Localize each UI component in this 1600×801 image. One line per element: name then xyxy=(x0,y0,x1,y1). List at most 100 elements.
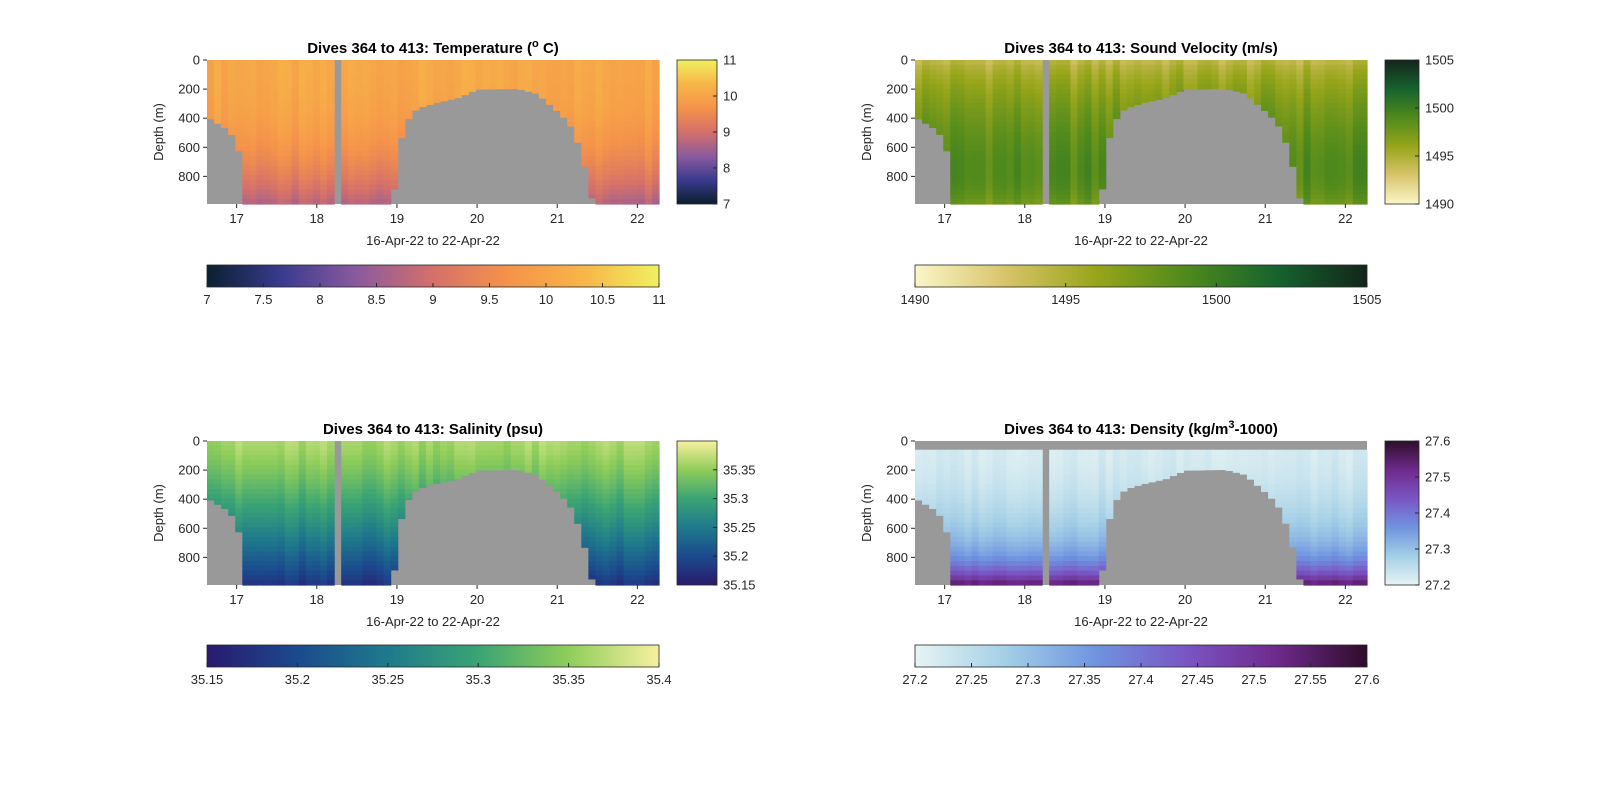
heat-cell xyxy=(433,98,441,103)
heat-cell xyxy=(1084,493,1093,500)
heat-cell xyxy=(277,517,286,524)
heat-cell xyxy=(1141,479,1149,484)
heat-cell xyxy=(433,60,441,66)
heat-cell xyxy=(964,469,973,476)
heat-cell xyxy=(1162,79,1170,85)
heat-cell xyxy=(616,189,625,195)
heat-cell xyxy=(341,69,349,75)
heat-cell xyxy=(616,465,625,471)
heat-cell xyxy=(1084,498,1093,504)
heat-cell xyxy=(418,479,427,485)
heat-cell xyxy=(1091,194,1100,200)
heat-cell xyxy=(383,184,392,191)
heat-cell xyxy=(950,156,958,162)
heat-cell xyxy=(341,493,349,500)
heat-cell xyxy=(616,580,625,586)
heat-cell xyxy=(418,441,427,447)
heat-cell xyxy=(1296,64,1305,71)
heat-cell xyxy=(411,450,420,456)
heat-cell xyxy=(588,189,597,195)
heat-cell xyxy=(1063,450,1071,456)
heat-cell xyxy=(1098,527,1107,533)
heat-cell xyxy=(546,474,554,480)
heat-cell xyxy=(277,175,286,181)
heat-cell xyxy=(256,175,265,181)
heat-cell xyxy=(1070,60,1079,66)
heat-cell xyxy=(1056,74,1064,80)
heat-cell xyxy=(270,146,279,152)
heat-cell xyxy=(390,79,399,85)
heat-cell xyxy=(616,141,625,147)
heat-cell xyxy=(602,561,611,567)
heat-cell xyxy=(992,565,1001,572)
heat-cell xyxy=(553,79,561,85)
heat-cell xyxy=(320,93,328,99)
heat-cell xyxy=(630,170,639,176)
heat-cell xyxy=(567,122,575,127)
heat-cell xyxy=(397,60,406,66)
y-axis-label: Depth (m) xyxy=(859,103,874,161)
heat-cell xyxy=(943,484,951,490)
heat-cell xyxy=(651,445,660,452)
heat-cell xyxy=(242,513,250,519)
heat-cell xyxy=(581,151,589,157)
heat-cell xyxy=(651,489,660,495)
heat-cell xyxy=(277,156,286,162)
heat-cell xyxy=(616,79,625,85)
heat-cell xyxy=(602,532,611,538)
heat-cell xyxy=(1084,474,1093,480)
heat-cell xyxy=(1028,493,1036,500)
heat-cell xyxy=(327,537,335,543)
heat-cell xyxy=(964,93,973,99)
heat-cell xyxy=(291,517,300,524)
heat-cell xyxy=(651,88,660,95)
heat-cell xyxy=(1020,449,1029,452)
heat-cell xyxy=(1013,122,1022,128)
heat-cell xyxy=(1035,108,1043,114)
heat-cell xyxy=(284,517,293,524)
heat-cell xyxy=(461,74,469,80)
heat-cell xyxy=(1098,493,1107,500)
heat-cell xyxy=(461,64,469,71)
heat-cell xyxy=(1091,74,1100,80)
heat-cell xyxy=(950,513,958,519)
heat-cell xyxy=(1296,551,1305,557)
heat-cell xyxy=(1133,450,1142,456)
heat-cell xyxy=(256,498,265,504)
heat-cell xyxy=(348,546,356,552)
heat-cell xyxy=(221,93,229,99)
heat-cell xyxy=(1289,469,1297,476)
heat-cell xyxy=(1070,498,1079,504)
heat-cell xyxy=(588,465,597,471)
heat-cell xyxy=(922,69,930,75)
heat-cell xyxy=(644,565,653,572)
heat-cell xyxy=(922,64,930,71)
heat-cell xyxy=(256,184,265,191)
heat-cell xyxy=(1112,450,1121,456)
heat-cell xyxy=(383,194,392,200)
heat-cell xyxy=(1049,117,1057,123)
heat-cell xyxy=(411,69,420,75)
heat-cell xyxy=(971,517,980,524)
heat-cell xyxy=(496,69,505,75)
heat-cell xyxy=(383,151,392,157)
heat-cell xyxy=(637,498,646,504)
heat-cell xyxy=(320,160,328,167)
heat-cell xyxy=(1035,98,1043,104)
heat-cell xyxy=(978,93,987,99)
heat-cell xyxy=(207,103,215,109)
heat-cell xyxy=(1091,537,1100,543)
heat-cell xyxy=(411,60,420,66)
heat-cell xyxy=(263,69,272,75)
heat-cell xyxy=(950,449,958,452)
heat-cell xyxy=(971,93,980,99)
heat-cell xyxy=(1303,194,1312,200)
heat-cell xyxy=(1020,112,1029,119)
heat-cell xyxy=(978,170,987,176)
heat-cell xyxy=(284,465,293,471)
heat-cell xyxy=(249,450,258,456)
heat-cell xyxy=(249,445,258,452)
heat-cell xyxy=(538,60,547,66)
heat-cell xyxy=(348,484,356,490)
heat-cell xyxy=(312,64,321,71)
